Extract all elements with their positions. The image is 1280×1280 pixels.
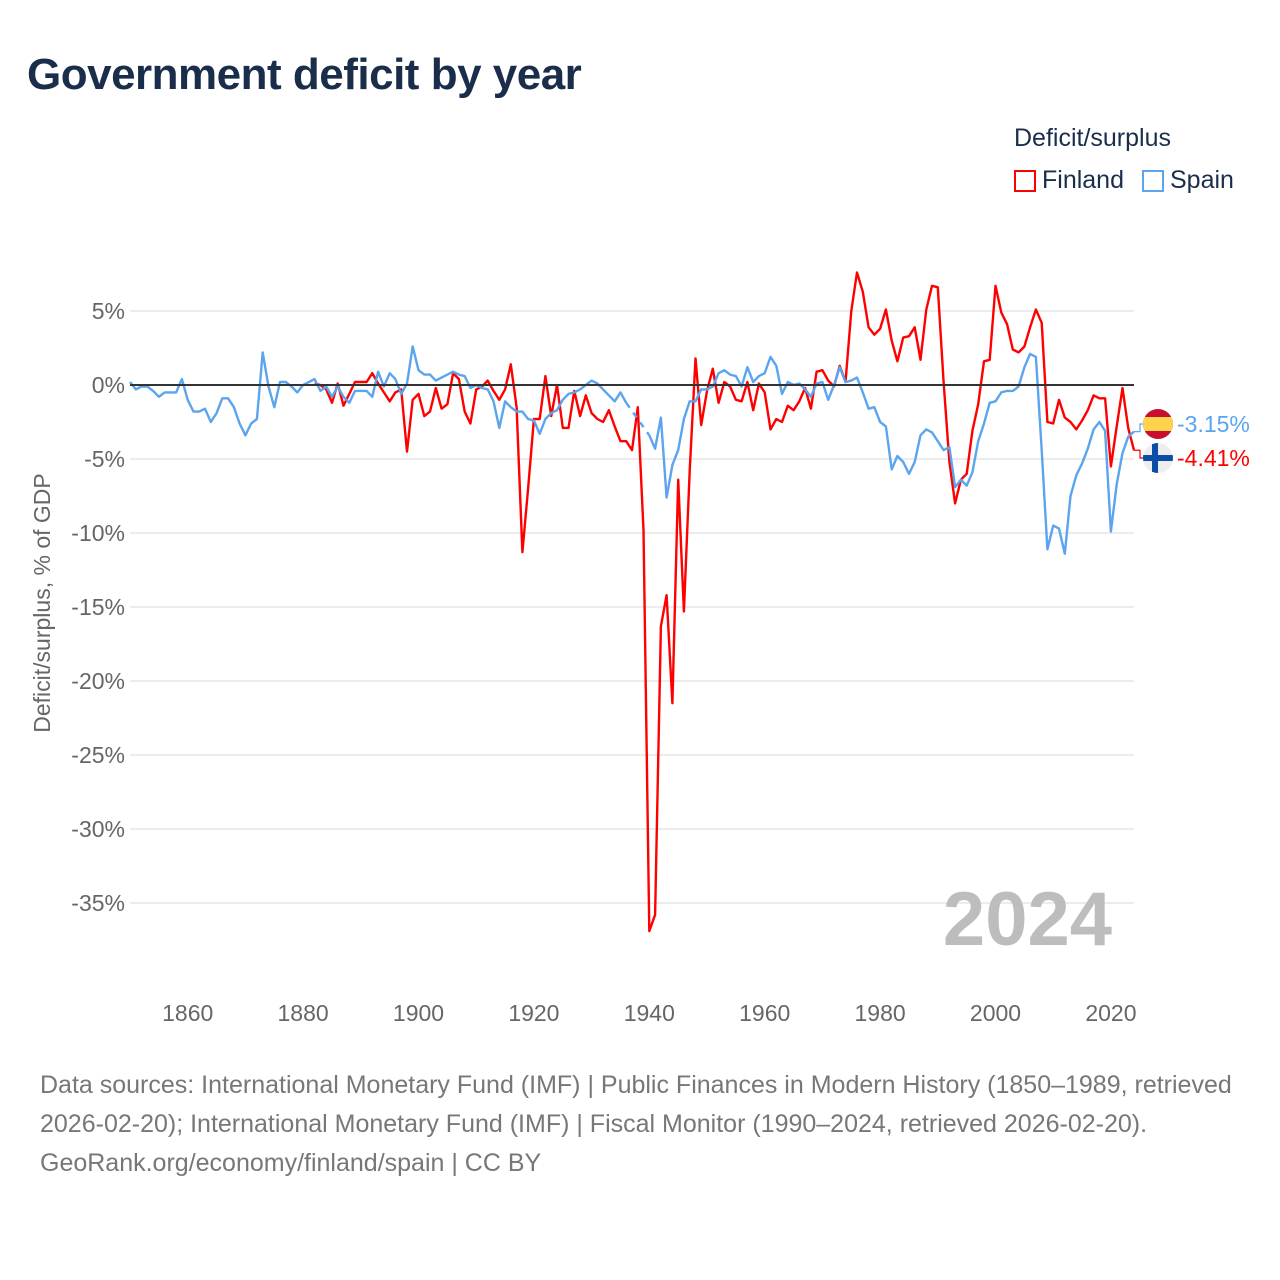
x-tick-label: 2020	[1085, 1000, 1136, 1026]
x-tick-label: 1980	[855, 1000, 906, 1026]
chart-area: 5% 0% -5% -10% -15% -20% -25% -30% -35% 1860 1880 1…	[29, 271, 1250, 1026]
y-tick-label: -30%	[71, 816, 125, 842]
current-year-label: 2024	[943, 877, 1112, 962]
x-tick-label: 1900	[393, 1000, 444, 1026]
legend-swatch-spain	[1142, 169, 1164, 192]
legend-item-finland[interactable]: Finland	[1014, 166, 1124, 195]
y-axis-label: Deficit/surplus, % of GDP	[29, 473, 55, 732]
x-tick-label: 2000	[970, 1000, 1021, 1026]
y-tick-label: 5%	[92, 298, 125, 324]
end-label-spain: -3.15%	[1177, 411, 1250, 437]
data-sources: Data sources: International Monetary Fun…	[40, 1071, 1232, 1138]
end-connector-spain	[1134, 423, 1143, 433]
x-tick-label: 1940	[624, 1000, 675, 1026]
series-line-finland	[314, 271, 1136, 933]
series-line-spain	[129, 345, 1135, 555]
x-tick-label: 1880	[278, 1000, 329, 1026]
y-tick-label: -10%	[71, 520, 125, 546]
y-tick-label: -35%	[71, 890, 125, 916]
credit-link[interactable]: GeoRank.org/economy/finland/spain | CC B…	[40, 1149, 542, 1177]
x-tick-label: 1860	[162, 1000, 213, 1026]
legend-title: Deficit/surplus	[1014, 124, 1171, 152]
footer: Data sources: International Monetary Fun…	[40, 1066, 1240, 1183]
y-tick-label: -20%	[71, 668, 125, 694]
x-tick-label: 1960	[739, 1000, 790, 1026]
end-label-finland: -4.41%	[1177, 445, 1250, 471]
y-tick-label: 0%	[92, 372, 125, 398]
end-connector-finland	[1134, 449, 1143, 459]
legend-label-finland: Finland	[1042, 166, 1124, 194]
flag-finland-icon	[1143, 443, 1173, 473]
legend-swatch-finland	[1014, 169, 1036, 192]
legend: Finland Spain	[1014, 166, 1234, 195]
y-tick-label: -25%	[71, 742, 125, 768]
chart-title: Government deficit by year	[27, 50, 582, 99]
legend-item-spain[interactable]: Spain	[1142, 166, 1234, 195]
legend-label-spain: Spain	[1170, 166, 1234, 194]
flag-spain-icon	[1143, 409, 1173, 439]
y-tick-label: -5%	[84, 446, 125, 472]
x-tick-label: 1920	[508, 1000, 559, 1026]
y-tick-label: -15%	[71, 594, 125, 620]
